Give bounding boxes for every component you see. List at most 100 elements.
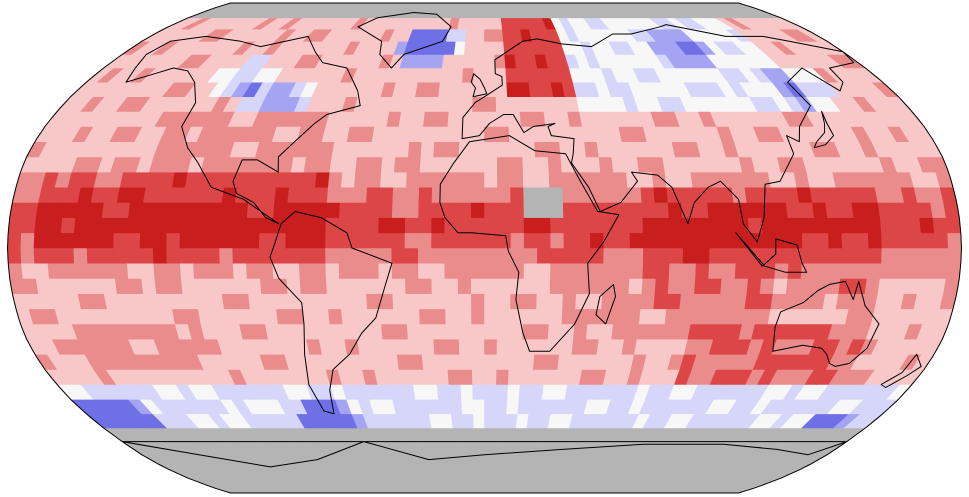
anomaly-cell — [474, 40, 485, 55]
anomaly-cell — [219, 232, 234, 249]
anomaly-cell — [495, 96, 509, 112]
anomaly-cell — [718, 293, 735, 310]
anomaly-cell — [589, 3, 607, 10]
anomaly-cell — [919, 262, 935, 279]
anomaly-cell — [452, 54, 465, 69]
anomaly-cell — [368, 323, 384, 340]
anomaly-cell — [838, 202, 855, 218]
anomaly-cell — [632, 3, 652, 10]
anomaly-cell — [762, 232, 777, 249]
anomaly-cell — [457, 278, 472, 294]
anomaly-cell — [446, 126, 461, 142]
anomaly-cell — [113, 262, 129, 279]
anomaly-cell — [603, 232, 618, 249]
anomaly-cell — [312, 202, 328, 218]
anomaly-cell — [431, 232, 446, 249]
anomaly-cell — [339, 278, 354, 294]
anomaly-cell — [484, 441, 495, 456]
anomaly-cell — [629, 232, 644, 249]
anomaly-cell — [677, 171, 694, 188]
anomaly-cell — [459, 126, 473, 142]
anomaly-cell — [285, 262, 301, 279]
anomaly-cell — [521, 338, 536, 355]
anomaly-cell — [947, 247, 962, 264]
anomaly-cell — [258, 232, 274, 249]
anomaly-cell — [88, 202, 105, 218]
anomaly-cell — [475, 477, 485, 488]
anomaly-cell — [493, 40, 505, 55]
anomaly-cell — [496, 156, 511, 173]
anomaly-cell — [571, 338, 587, 355]
anomaly-cell — [436, 384, 451, 400]
anomaly-cell — [206, 262, 222, 279]
anomaly-cell — [369, 141, 385, 158]
anomaly-cell — [445, 171, 460, 188]
anomaly-cell — [474, 28, 485, 42]
anomaly-cell — [694, 278, 710, 294]
madagascar-outline — [595, 284, 616, 325]
anomaly-cell — [385, 3, 401, 10]
anomaly-cell — [327, 171, 344, 188]
anomaly-cell — [695, 232, 711, 249]
anomaly-cell — [417, 217, 433, 234]
anomaly-cell — [365, 217, 380, 234]
anomaly-cell — [653, 186, 669, 203]
anomaly-cell — [496, 111, 510, 127]
anomaly-cell — [616, 217, 631, 234]
anomaly-cell — [934, 247, 949, 264]
anomaly-cell — [340, 171, 356, 188]
anomaly-cell — [471, 353, 485, 370]
anomaly-cell — [563, 247, 578, 264]
anomaly-cell — [100, 217, 116, 234]
anomaly-cell — [668, 262, 684, 279]
anomaly-cell — [342, 156, 358, 173]
anomaly-cell — [420, 141, 435, 158]
anomaly-cell — [75, 202, 92, 218]
anomaly-cell — [406, 323, 422, 340]
anomaly-cell — [854, 232, 870, 249]
anomaly-cell — [522, 171, 537, 188]
africa-outline — [439, 135, 620, 352]
anomaly-cell — [827, 262, 843, 279]
anomaly-cell — [391, 278, 407, 294]
australia-outline — [772, 280, 880, 367]
anomaly-cell — [653, 3, 675, 10]
anomaly-cell — [611, 156, 627, 173]
anomaly-cell — [722, 247, 737, 264]
anomaly-cell — [640, 186, 656, 203]
anomaly-cell — [152, 247, 168, 264]
anomaly-cell — [497, 293, 512, 310]
anomaly-cell — [88, 278, 105, 294]
anomaly-cell — [877, 278, 894, 294]
anomaly-cell — [369, 338, 385, 355]
anomaly-cell — [180, 278, 197, 294]
anomaly-cell — [484, 353, 498, 370]
anomaly-cell — [274, 293, 290, 310]
anomaly-cell — [787, 262, 803, 279]
anomaly-cell — [534, 338, 549, 355]
anomaly-cell — [841, 232, 856, 249]
anomaly-cell — [457, 217, 472, 234]
anomaly-cell — [113, 247, 128, 264]
anomaly-cell — [496, 126, 510, 142]
anomaly-cell — [575, 3, 592, 10]
anomaly-cell — [7, 247, 22, 264]
anomaly-cell — [272, 232, 287, 249]
anomaly-cell — [418, 278, 433, 294]
anomaly-cell — [601, 186, 617, 203]
anomaly-cell — [417, 262, 433, 279]
anomaly-cell — [537, 247, 552, 264]
anomaly-cell — [484, 141, 498, 158]
anomaly-cell — [563, 262, 578, 279]
anomaly-cell — [532, 353, 548, 370]
anomaly-cell — [464, 40, 476, 55]
anomaly-cell — [313, 293, 329, 310]
anomaly-cell — [716, 308, 733, 325]
anomaly-cell — [932, 217, 948, 234]
anomaly-cell — [562, 293, 577, 310]
anomaly-cell — [166, 247, 181, 264]
anomaly-cell — [450, 67, 464, 83]
anomaly-cell — [491, 3, 501, 10]
anomaly-cell — [656, 247, 671, 264]
anomaly-cell — [220, 278, 236, 294]
